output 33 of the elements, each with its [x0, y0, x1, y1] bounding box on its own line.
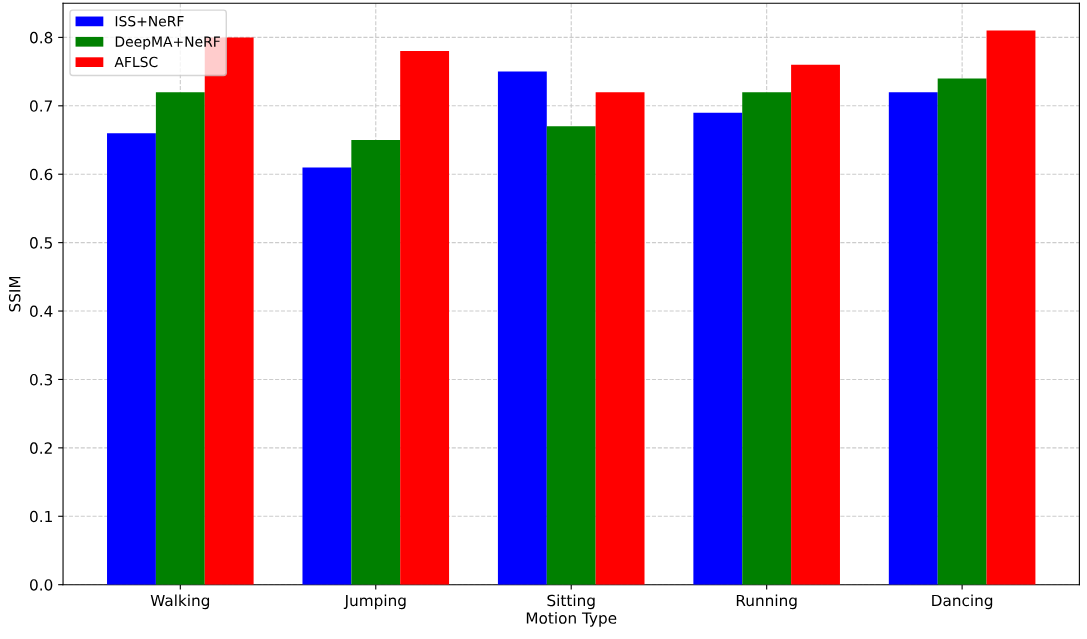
- x-tick-label: Dancing: [932, 594, 993, 610]
- bar: [888, 92, 938, 585]
- y-tick-label: 0.1: [30, 510, 52, 523]
- y-tick-label: 0.3: [30, 373, 53, 386]
- bar: [986, 30, 1036, 585]
- x-axis-title: Motion Type: [526, 611, 617, 627]
- bar: [400, 51, 450, 585]
- legend-label: AFLSC: [114, 56, 158, 68]
- x-tick-label: Sitting: [547, 594, 595, 610]
- bar: [595, 92, 645, 585]
- x-tick-label: Running: [736, 594, 797, 610]
- y-tick-label: 0.5: [30, 237, 52, 249]
- bar: [497, 71, 547, 585]
- y-tick-label: 0.7: [30, 100, 53, 112]
- y-tick-label: 0.4: [30, 305, 53, 318]
- bar: [302, 167, 352, 585]
- x-tick-label: Walking: [150, 594, 210, 610]
- bar: [937, 78, 987, 585]
- legend-label: DeepMA+NeRF: [115, 36, 220, 50]
- bar: [791, 64, 840, 585]
- bar: [693, 112, 743, 585]
- bar: [351, 140, 401, 585]
- y-tick-label: 0.6: [30, 168, 53, 181]
- y-tick-label: 0.2: [30, 442, 52, 454]
- y-tick-label: 0.8: [30, 31, 53, 44]
- bar: [546, 126, 596, 585]
- y-axis-title: SSIM: [8, 276, 21, 312]
- bar: [107, 133, 156, 585]
- legend-label: ISS+NeRF: [115, 15, 184, 27]
- bar: [155, 92, 205, 585]
- x-tick-label: Jumping: [343, 594, 406, 610]
- bar: [742, 92, 792, 585]
- y-tick-label: 0.0: [30, 579, 53, 591]
